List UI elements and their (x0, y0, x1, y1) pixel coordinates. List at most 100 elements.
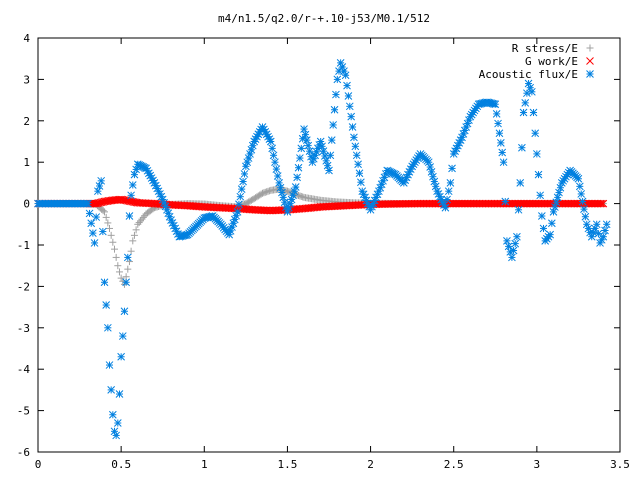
data-point (122, 278, 130, 287)
data-point (99, 207, 107, 215)
data-point (246, 150, 254, 158)
data-point (95, 182, 104, 190)
data-point (513, 232, 521, 241)
data-point (247, 145, 256, 154)
legend-label: R stress/E (512, 42, 578, 55)
x-tick-label: 2 (367, 458, 374, 471)
data-point (127, 191, 135, 200)
data-point (537, 212, 546, 220)
data-point (494, 119, 502, 128)
series-acoustic-flux-e (34, 58, 611, 440)
data-point (132, 226, 140, 234)
data-point (85, 209, 94, 218)
data-point (237, 185, 246, 193)
data-point (118, 332, 127, 340)
data-point (316, 137, 325, 146)
data-point (115, 390, 124, 398)
data-point (101, 208, 109, 216)
data-point (601, 226, 609, 235)
data-point (443, 195, 451, 204)
data-point (498, 148, 507, 157)
data-point (319, 147, 328, 156)
data-point (300, 125, 308, 133)
data-point (539, 224, 548, 233)
data-point (347, 112, 356, 121)
data-point (113, 419, 122, 427)
legend-label: G work/E (525, 55, 578, 68)
data-point (343, 81, 351, 90)
data-point (330, 105, 339, 114)
data-point (575, 182, 584, 191)
data-point (269, 151, 278, 160)
data-point (103, 323, 112, 332)
data-point (446, 179, 455, 187)
data-point (555, 188, 563, 197)
data-point (106, 224, 114, 232)
data-point (352, 151, 361, 160)
x-tick-label: 1 (201, 458, 208, 471)
data-point (325, 166, 333, 175)
data-point (326, 151, 335, 160)
data-point (355, 169, 364, 178)
data-point (341, 71, 350, 80)
data-point (97, 176, 106, 185)
data-point (524, 79, 533, 88)
data-point (276, 183, 285, 192)
legend-label: Acoustic flux/E (479, 68, 578, 81)
data-point (240, 170, 249, 178)
data-point (501, 197, 510, 206)
data-point (511, 239, 520, 248)
data-point (239, 177, 247, 186)
data-point (104, 219, 112, 227)
data-point (117, 274, 125, 282)
data-point (87, 219, 96, 228)
x-tick-label: 3.5 (610, 458, 630, 471)
data-point (547, 219, 556, 228)
data-point (519, 108, 528, 117)
data-point (236, 192, 245, 201)
data-point (581, 212, 590, 221)
data-point (301, 130, 310, 139)
data-point (305, 147, 314, 156)
data-point (534, 170, 543, 179)
y-tick-label: -2 (17, 280, 30, 293)
data-point (327, 136, 336, 144)
data-point (348, 123, 357, 131)
data-point (92, 213, 101, 221)
data-point (296, 154, 304, 162)
data-point (128, 181, 137, 189)
data-point (553, 193, 562, 202)
data-point (509, 246, 518, 255)
data-point (491, 100, 500, 109)
data-point (426, 163, 435, 171)
data-point (503, 237, 511, 245)
data-point (98, 227, 107, 236)
data-point (531, 129, 540, 138)
legend-marker (586, 70, 594, 78)
data-point (574, 174, 583, 183)
x-tick-label: 0 (35, 458, 42, 471)
data-point (108, 410, 117, 419)
data-point (340, 67, 348, 75)
data-point (279, 193, 288, 202)
y-tick-label: 1 (23, 156, 30, 169)
data-point (115, 268, 123, 276)
data-point (272, 165, 281, 173)
y-tick-label: 2 (23, 115, 30, 128)
data-point (105, 361, 114, 369)
legend-marker (586, 57, 594, 65)
data-point (271, 158, 279, 167)
data-point (549, 208, 558, 216)
data-point (297, 144, 306, 153)
x-tick-label: 2.5 (444, 458, 464, 471)
data-point (107, 231, 115, 239)
data-point (514, 205, 523, 214)
data-point (112, 431, 121, 440)
data-point (112, 253, 120, 261)
y-tick-label: 4 (23, 32, 30, 45)
data-point (599, 199, 608, 208)
data-point (577, 190, 586, 198)
chart-title: m4/n1.5/q2.0/r-+.10-j53/M0.1/512 (218, 12, 430, 25)
y-tick-label: -6 (17, 446, 30, 459)
data-point (596, 199, 605, 208)
